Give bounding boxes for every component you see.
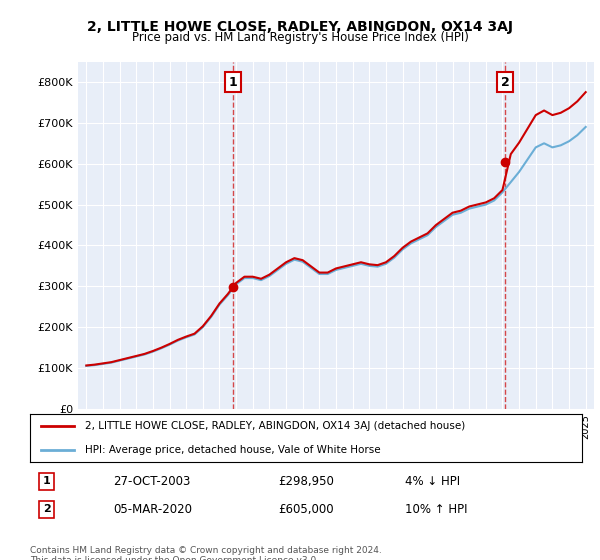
Text: 2, LITTLE HOWE CLOSE, RADLEY, ABINGDON, OX14 3AJ: 2, LITTLE HOWE CLOSE, RADLEY, ABINGDON, … [87,20,513,34]
Text: 2: 2 [43,504,50,514]
Text: £605,000: £605,000 [278,503,334,516]
Text: 27-OCT-2003: 27-OCT-2003 [113,475,190,488]
Text: HPI: Average price, detached house, Vale of White Horse: HPI: Average price, detached house, Vale… [85,445,381,455]
Text: 1: 1 [43,476,50,486]
Text: 4% ↓ HPI: 4% ↓ HPI [406,475,460,488]
Text: 1: 1 [229,76,238,88]
Text: Price paid vs. HM Land Registry's House Price Index (HPI): Price paid vs. HM Land Registry's House … [131,31,469,44]
Text: 2: 2 [501,76,509,88]
Text: Contains HM Land Registry data © Crown copyright and database right 2024.
This d: Contains HM Land Registry data © Crown c… [30,546,382,560]
Text: 10% ↑ HPI: 10% ↑ HPI [406,503,468,516]
Text: 05-MAR-2020: 05-MAR-2020 [113,503,192,516]
Text: £298,950: £298,950 [278,475,334,488]
Text: 2, LITTLE HOWE CLOSE, RADLEY, ABINGDON, OX14 3AJ (detached house): 2, LITTLE HOWE CLOSE, RADLEY, ABINGDON, … [85,421,466,431]
